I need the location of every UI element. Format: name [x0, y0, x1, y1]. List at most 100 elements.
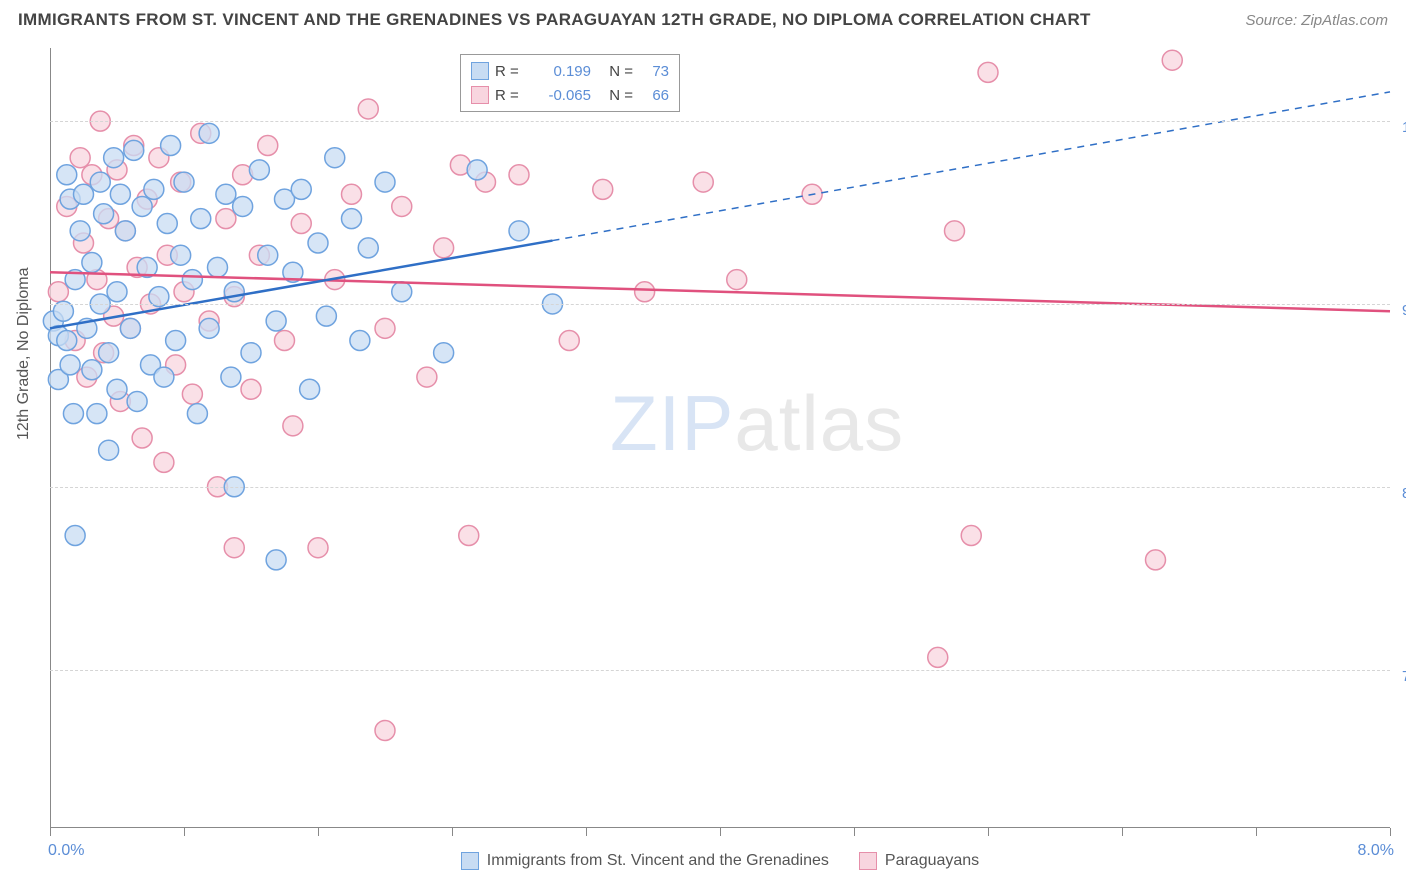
- scatter-point-blue: [350, 331, 370, 351]
- scatter-point-pink: [961, 526, 981, 546]
- gridline-h: [50, 670, 1390, 671]
- scatter-point-pink: [275, 331, 295, 351]
- x-tick: [1122, 828, 1123, 836]
- scatter-point-pink: [1146, 550, 1166, 570]
- scatter-point-blue: [115, 221, 135, 241]
- scatter-point-blue: [358, 238, 378, 258]
- scatter-point-pink: [375, 318, 395, 338]
- scatter-point-pink: [434, 238, 454, 258]
- n-value-pink: 66: [639, 87, 669, 104]
- scatter-point-blue: [325, 148, 345, 168]
- scatter-point-pink: [727, 270, 747, 290]
- scatter-point-blue: [208, 257, 228, 277]
- scatter-point-pink: [509, 165, 529, 185]
- legend-item-pink: Paraguayans: [859, 852, 979, 870]
- scatter-point-pink: [559, 331, 579, 351]
- x-tick: [1256, 828, 1257, 836]
- scatter-point-pink: [693, 172, 713, 192]
- scatter-point-blue: [187, 404, 207, 424]
- scatter-point-blue: [94, 204, 114, 224]
- scatter-point-blue: [375, 172, 395, 192]
- scatter-point-blue: [63, 404, 83, 424]
- correlation-legend: R = 0.199 N = 73 R = -0.065 N = 66: [460, 54, 680, 112]
- x-tick: [988, 828, 989, 836]
- scatter-point-blue: [161, 136, 181, 156]
- scatter-point-blue: [266, 311, 286, 331]
- scatter-point-pink: [48, 282, 68, 302]
- scatter-point-blue: [171, 245, 191, 265]
- x-tick: [318, 828, 319, 836]
- n-value-blue: 73: [639, 63, 669, 80]
- scatter-point-pink: [283, 416, 303, 436]
- gridline-h: [50, 121, 1390, 122]
- scatter-point-blue: [392, 282, 412, 302]
- scatter-point-pink: [342, 184, 362, 204]
- scatter-point-blue: [434, 343, 454, 363]
- scatter-point-blue: [216, 184, 236, 204]
- legend-swatch-blue: [461, 852, 479, 870]
- scatter-point-pink: [241, 379, 261, 399]
- scatter-point-blue: [241, 343, 261, 363]
- scatter-point-blue: [144, 179, 164, 199]
- scatter-point-pink: [945, 221, 965, 241]
- scatter-point-pink: [154, 452, 174, 472]
- scatter-point-blue: [65, 526, 85, 546]
- trendline-pink: [50, 272, 1390, 311]
- scatter-point-pink: [593, 179, 613, 199]
- scatter-point-pink: [417, 367, 437, 387]
- scatter-point-blue: [104, 148, 124, 168]
- x-tick: [854, 828, 855, 836]
- scatter-point-pink: [375, 721, 395, 741]
- scatter-point-blue: [132, 196, 152, 216]
- y-tick-label: 77.5%: [1394, 668, 1406, 685]
- scatter-point-blue: [74, 184, 94, 204]
- scatter-point-pink: [1162, 50, 1182, 70]
- scatter-point-blue: [221, 367, 241, 387]
- scatter-point-blue: [467, 160, 487, 180]
- source-attribution: Source: ZipAtlas.com: [1245, 12, 1388, 29]
- scatter-point-blue: [182, 270, 202, 290]
- scatter-point-pink: [291, 214, 311, 234]
- x-tick: [586, 828, 587, 836]
- scatter-point-blue: [191, 209, 211, 229]
- scatter-point-blue: [249, 160, 269, 180]
- swatch-pink: [471, 86, 489, 104]
- r-value-pink: -0.065: [533, 87, 591, 104]
- x-tick: [720, 828, 721, 836]
- scatter-point-pink: [182, 384, 202, 404]
- scatter-point-blue: [82, 253, 102, 273]
- scatter-point-blue: [57, 165, 77, 185]
- scatter-point-blue: [124, 140, 144, 160]
- scatter-point-blue: [258, 245, 278, 265]
- y-tick-label: 100.0%: [1394, 119, 1406, 136]
- correlation-legend-row-pink: R = -0.065 N = 66: [471, 83, 669, 107]
- scatter-point-blue: [199, 318, 219, 338]
- scatter-point-blue: [99, 343, 119, 363]
- swatch-blue: [471, 62, 489, 80]
- scatter-point-blue: [154, 367, 174, 387]
- legend-item-blue: Immigrants from St. Vincent and the Gren…: [461, 852, 829, 870]
- scatter-point-blue: [127, 391, 147, 411]
- y-tick-label: 92.5%: [1394, 302, 1406, 319]
- scatter-point-blue: [166, 331, 186, 351]
- scatter-point-blue: [107, 379, 127, 399]
- scatter-point-blue: [174, 172, 194, 192]
- scatter-point-blue: [90, 172, 110, 192]
- scatter-point-blue: [342, 209, 362, 229]
- scatter-point-pink: [70, 148, 90, 168]
- scatter-point-blue: [87, 404, 107, 424]
- x-tick: [184, 828, 185, 836]
- legend-label-blue: Immigrants from St. Vincent and the Gren…: [487, 852, 829, 870]
- scatter-point-blue: [82, 360, 102, 380]
- scatter-point-blue: [107, 282, 127, 302]
- scatter-point-blue: [157, 214, 177, 234]
- trendline-blue-dashed: [553, 92, 1391, 241]
- legend-label-pink: Paraguayans: [885, 852, 979, 870]
- scatter-point-pink: [258, 136, 278, 156]
- plot-svg: [50, 48, 1390, 828]
- series-legend: Immigrants from St. Vincent and the Gren…: [50, 852, 1390, 870]
- scatter-point-blue: [224, 282, 244, 302]
- scatter-point-blue: [70, 221, 90, 241]
- x-tick: [50, 828, 51, 836]
- scatter-point-blue: [300, 379, 320, 399]
